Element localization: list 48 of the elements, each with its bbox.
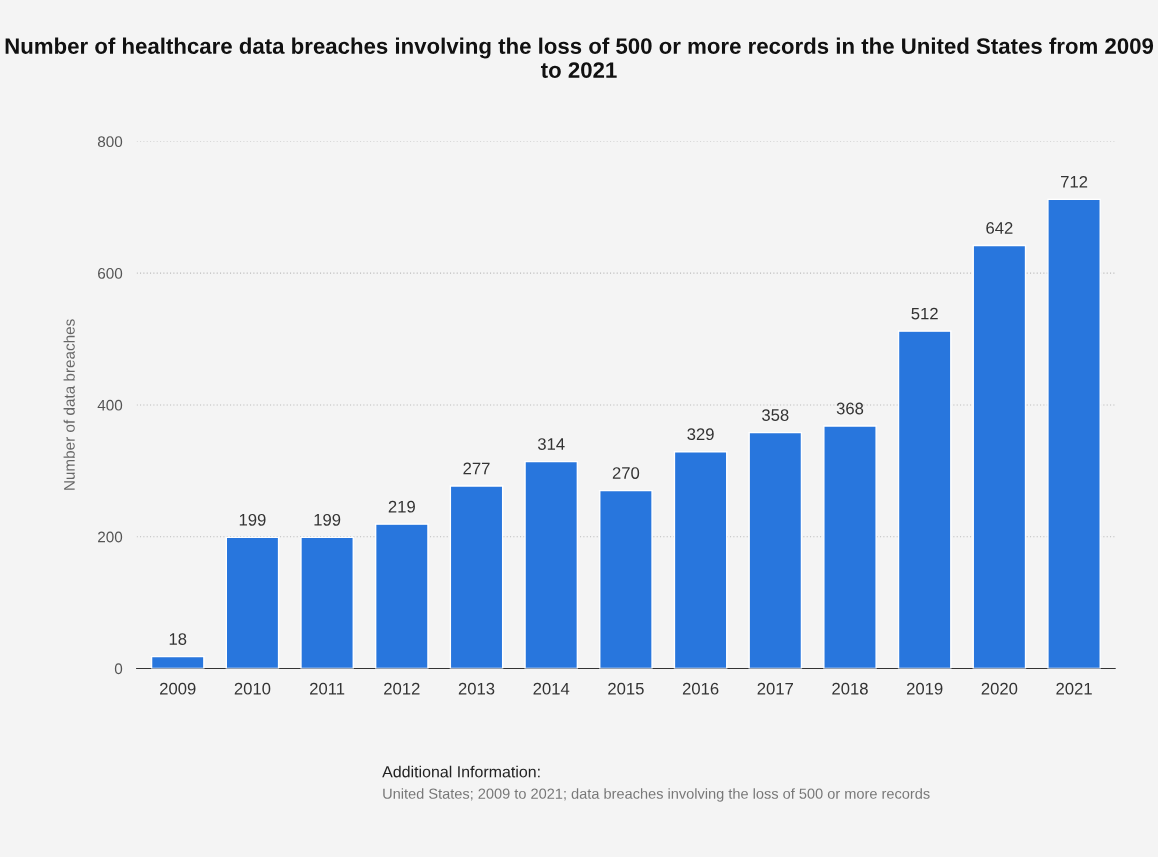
y-tick-label: 0 bbox=[114, 663, 123, 675]
y-tick-label: 600 bbox=[98, 268, 123, 279]
bar bbox=[524, 460, 579, 669]
x-tick-label: 2016 bbox=[682, 682, 719, 695]
data-label: 18 bbox=[169, 633, 187, 645]
data-label: 270 bbox=[612, 467, 640, 479]
data-label: 642 bbox=[986, 222, 1013, 234]
x-tick-label: 2019 bbox=[906, 682, 943, 695]
x-tick-label: 2017 bbox=[757, 682, 793, 695]
data-label: 199 bbox=[314, 513, 341, 526]
bar bbox=[300, 536, 354, 669]
bar bbox=[150, 655, 205, 669]
bar bbox=[449, 485, 504, 669]
y-axis-title: Number of data breaches bbox=[63, 319, 75, 490]
x-tick-label: 2011 bbox=[310, 682, 345, 695]
x-tick-label: 2009 bbox=[160, 682, 196, 695]
bar bbox=[599, 489, 653, 669]
data-label: 368 bbox=[836, 402, 864, 415]
data-label: 314 bbox=[537, 438, 565, 450]
bar bbox=[374, 523, 429, 669]
bar bbox=[972, 244, 1027, 669]
x-tick-label: 2015 bbox=[608, 682, 644, 695]
y-tick-label: 400 bbox=[97, 399, 123, 411]
text: United States; 2009 to 2021; data breaches involving the loss of 500 or more records bbox=[383, 788, 930, 802]
x-tick-label: 2013 bbox=[458, 682, 495, 695]
x-tick-label: 2018 bbox=[832, 682, 868, 695]
y-tick-label: 800 bbox=[97, 136, 123, 148]
data-label: 277 bbox=[463, 462, 490, 475]
bar bbox=[673, 451, 728, 669]
bar bbox=[823, 425, 877, 669]
x-tick-label: 2010 bbox=[234, 682, 271, 695]
x-tick-label: 2012 bbox=[384, 682, 420, 695]
x-tick-label: 2020 bbox=[981, 682, 1018, 695]
data-label: 199 bbox=[239, 513, 266, 526]
data-label: 712 bbox=[1061, 175, 1088, 188]
data-label: 512 bbox=[911, 307, 938, 320]
x-tick-label: 2014 bbox=[533, 682, 570, 695]
bar bbox=[897, 330, 952, 669]
text: Additional Information: bbox=[382, 765, 540, 778]
bar bbox=[748, 431, 803, 669]
data-label: 358 bbox=[762, 409, 789, 421]
data-label: 329 bbox=[687, 428, 714, 441]
chart-title: Number of healthcare data breaches involving the loss of 500 or more records in the United States from 2009 to 2021 bbox=[5, 37, 1154, 78]
x-tick-label: 2021 bbox=[1056, 682, 1092, 695]
bar bbox=[225, 536, 280, 669]
data-label: 219 bbox=[388, 500, 415, 513]
bar bbox=[1047, 198, 1101, 669]
y-tick-label: 200 bbox=[98, 531, 123, 543]
